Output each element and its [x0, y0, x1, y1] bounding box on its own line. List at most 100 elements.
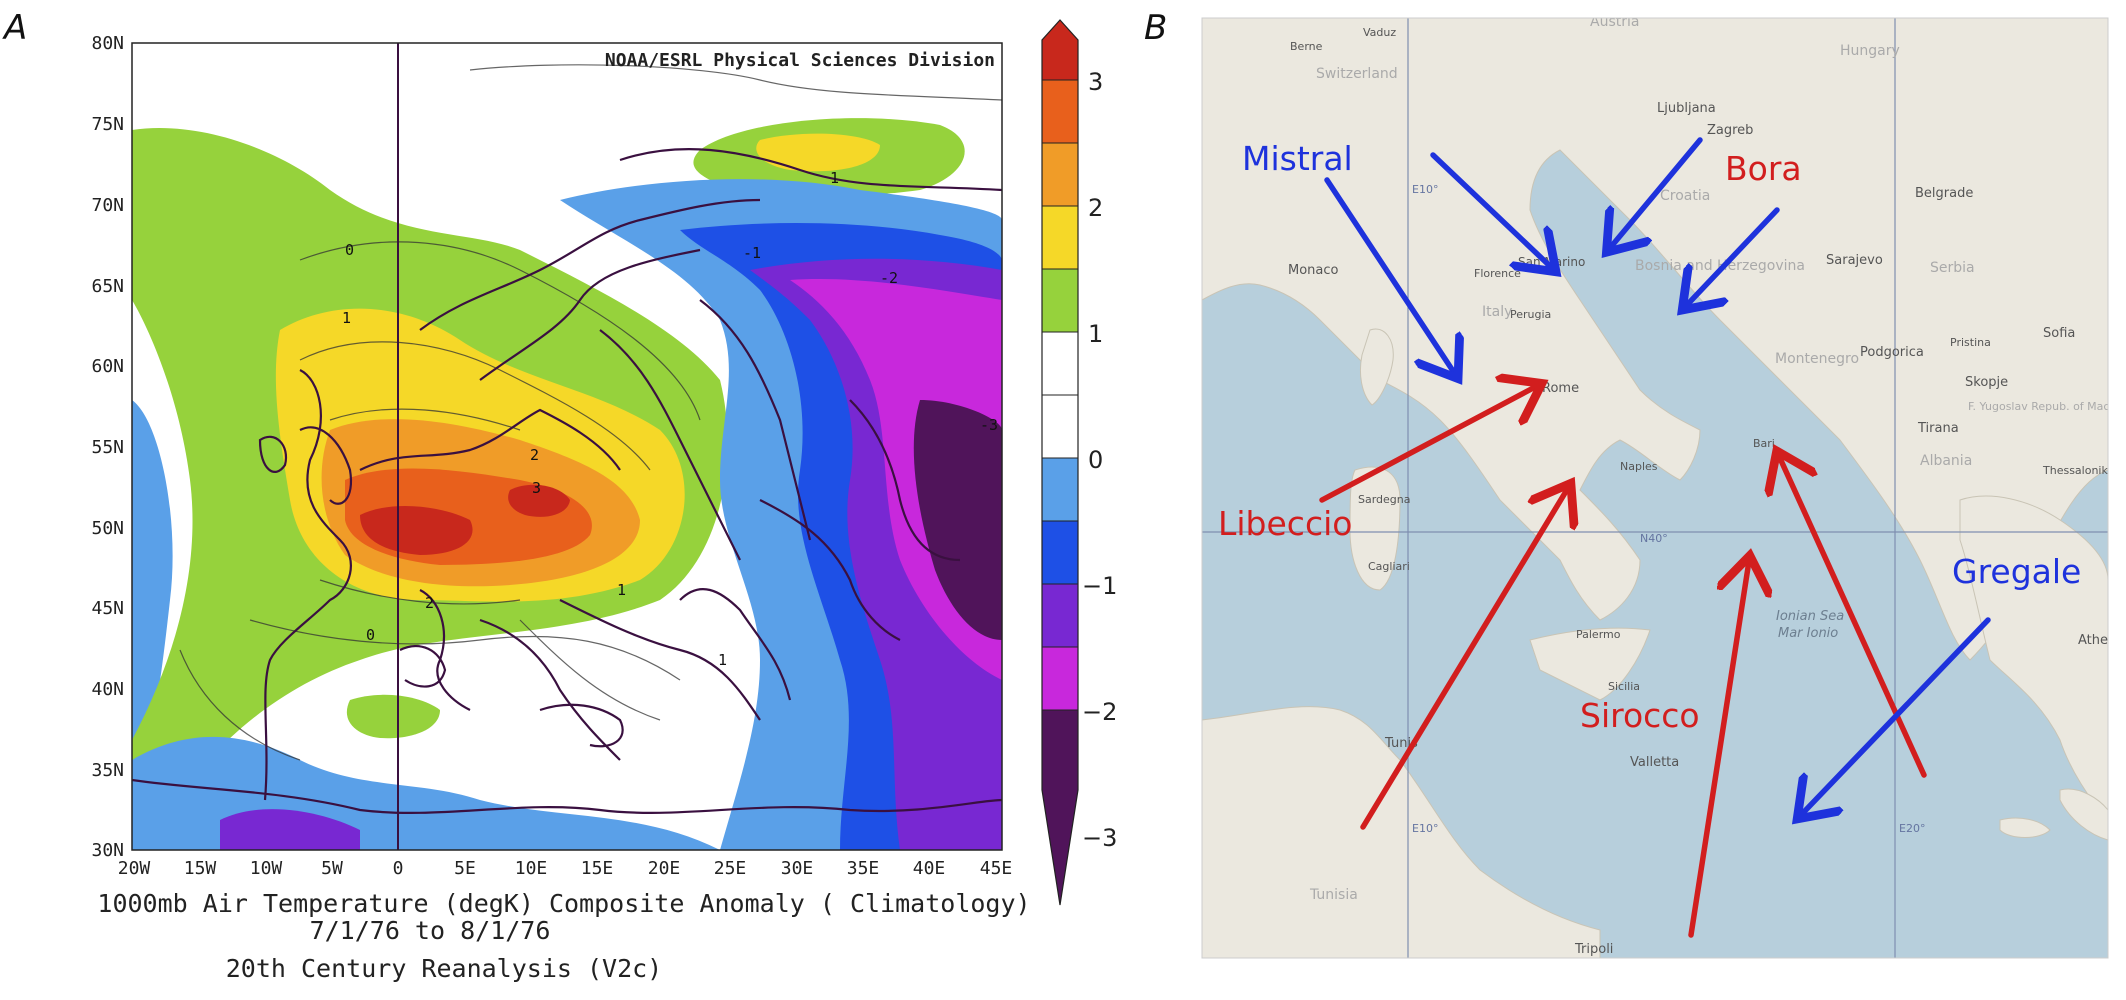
- city-label: Athens: [2078, 633, 2123, 648]
- contour-label: 2: [530, 446, 539, 464]
- colorbar-label: −1: [1082, 572, 1117, 600]
- contour-label: 1: [830, 169, 839, 187]
- mainland: [1202, 18, 2108, 661]
- y-tick: 75N: [91, 114, 124, 135]
- caption-line-1: 1000mb Air Temperature (degK) Composite …: [97, 889, 1030, 918]
- north-africa: [1202, 706, 1601, 958]
- wind-arrows: [1319, 137, 1991, 938]
- x-tick: 45E: [980, 858, 1013, 879]
- city-label: Tirana: [1917, 421, 1959, 436]
- x-tick: 15E: [581, 858, 614, 879]
- city-label: Thessaloniki: [2042, 464, 2111, 477]
- wind-label-libeccio: Libeccio: [1218, 504, 1352, 543]
- bora-arrow-center: [1610, 137, 1703, 248]
- contour-label: -2: [880, 269, 898, 287]
- colorbar-cell: [1042, 269, 1078, 332]
- caption-line-2: 7/1/76 to 8/1/76: [310, 916, 551, 945]
- colorbar-cell: [1042, 458, 1078, 521]
- city-label: Naples: [1620, 460, 1658, 473]
- x-axis-ticks: 20W 15W 10W 5W 0 5E 10E 15E 20E 25E 30E …: [118, 858, 1013, 879]
- colorbar-label: 2: [1088, 194, 1103, 222]
- anomaly-area-minus2-south: [220, 809, 360, 850]
- grid-label: E10°: [1412, 822, 1438, 835]
- y-tick: 60N: [91, 356, 124, 377]
- city-label: Palermo: [1576, 628, 1621, 641]
- x-tick: 30E: [781, 858, 814, 879]
- city-label: Perugia: [1510, 308, 1551, 321]
- city-label: Zagreb: [1707, 123, 1753, 138]
- city-label: Bari: [1753, 437, 1775, 450]
- city-label: Sarajevo: [1826, 253, 1883, 268]
- grid-label: E10°: [1412, 183, 1438, 196]
- gregale-arrow: [1801, 617, 1991, 815]
- city-label: Monaco: [1288, 263, 1339, 278]
- colorbar-cell: [1042, 395, 1078, 458]
- grid-label: E20°: [1899, 822, 1925, 835]
- contour-label: 1: [617, 581, 626, 599]
- caption-line-3: 20th Century Reanalysis (V2c): [226, 954, 663, 983]
- city-label: Valletta: [1630, 755, 1679, 770]
- colorbar-label: −2: [1082, 698, 1117, 726]
- map-b-frame: [1201, 17, 2109, 959]
- x-tick: 35E: [847, 858, 880, 879]
- sardinia: [1349, 466, 1401, 591]
- anomaly-area-south: [346, 694, 440, 739]
- country-label: Switzerland: [1316, 66, 1398, 82]
- x-tick: 25E: [714, 858, 747, 879]
- map-credit: NOAA/ESRL Physical Sciences Division: [605, 50, 995, 71]
- colorbar-cell: [1042, 332, 1078, 395]
- wind-label-mistral: Mistral: [1242, 139, 1353, 178]
- y-tick: 70N: [91, 195, 124, 216]
- country-label: F. Yugoslav Repub. of Macedonia: [1968, 400, 2126, 413]
- wind-label-sirocco: Sirocco: [1580, 696, 1700, 735]
- contour-label: 3: [532, 479, 541, 497]
- country-label: Croatia: [1660, 188, 1710, 204]
- city-label: Tripoli: [1574, 942, 1613, 957]
- contour-label: 0: [366, 626, 375, 644]
- y-tick: 50N: [91, 518, 124, 539]
- city-label: Florence: [1474, 267, 1521, 280]
- bora-arrow-east: [1686, 207, 1780, 306]
- city-label: Ljubljana: [1657, 101, 1716, 116]
- x-tick: 15W: [184, 858, 217, 879]
- city-label: Vaduz: [1363, 26, 1396, 39]
- x-tick: 0: [393, 858, 404, 879]
- colorbar-label: 0: [1088, 446, 1103, 474]
- city-label: Cagliari: [1368, 560, 1410, 573]
- bora-arrow-west: [1430, 152, 1552, 268]
- anomaly-map: NOAA/ESRL Physical Sciences Division 1 1…: [91, 33, 1030, 983]
- anomaly-area-plus3-east: [508, 484, 570, 517]
- city-label: Rome: [1542, 381, 1579, 396]
- colorbar-cell: [1042, 521, 1078, 584]
- city-label: Sardegna: [1358, 493, 1411, 506]
- contour-label: 1: [718, 651, 727, 669]
- x-tick: 20E: [648, 858, 681, 879]
- city-label: Podgorica: [1860, 345, 1924, 360]
- contour-label: -3: [980, 416, 998, 434]
- wind-label-gregale: Gregale: [1952, 552, 2081, 591]
- y-tick: 65N: [91, 276, 124, 297]
- country-label: Tunisia: [1309, 887, 1358, 903]
- colorbar-cell: [1042, 647, 1078, 710]
- mistral-arrow: [1324, 177, 1455, 374]
- x-tick: 5E: [454, 858, 476, 879]
- anomaly-area-plus3: [360, 505, 473, 555]
- contour-labels: 1 1 2 3 1 -1 -2 0 0 1 2 -3: [342, 169, 998, 669]
- colorbar-cell: [1042, 710, 1078, 905]
- city-label: Sofia: [2043, 326, 2075, 341]
- city-label: Pristina: [1950, 336, 1991, 349]
- sicily: [1529, 627, 1651, 701]
- country-label: Austria: [1590, 14, 1639, 30]
- map-a-frame: [131, 42, 1003, 851]
- country-label: Hungary: [1840, 43, 1900, 59]
- x-tick: 40E: [913, 858, 946, 879]
- sirocco-arrow-center: [1688, 561, 1749, 938]
- colorbar-cell: [1042, 143, 1078, 206]
- panel-a-label: A: [4, 8, 28, 48]
- colorbar-cell: [1042, 20, 1078, 80]
- contour-label: 2: [425, 594, 434, 612]
- city-label: Sicilia: [1608, 680, 1640, 693]
- y-tick: 30N: [91, 840, 124, 861]
- sea-label: Ionian Sea: [1776, 609, 1844, 624]
